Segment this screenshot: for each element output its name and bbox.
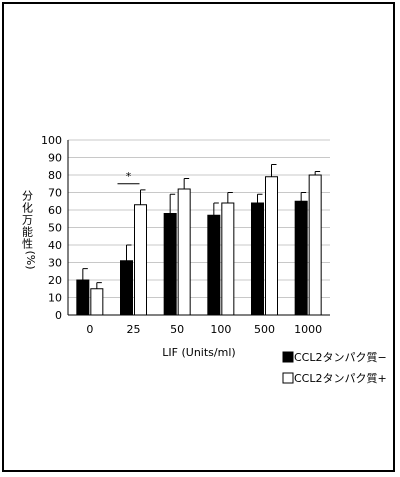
y-tick-label: 20 xyxy=(48,274,62,287)
y-axis-label-unit: (%) xyxy=(24,250,37,269)
y-tick-label: 10 xyxy=(48,292,62,305)
legend-swatch-ccl2-minus xyxy=(282,351,294,363)
bar xyxy=(76,279,90,316)
x-tick-label: 1000 xyxy=(294,323,322,336)
bar xyxy=(163,213,177,316)
y-tick-label: 30 xyxy=(48,257,62,270)
bar xyxy=(120,260,133,316)
legend-label-ccl2-minus: CCL2タンパク質− xyxy=(294,350,387,364)
bar xyxy=(221,202,235,316)
y-tick-label: 60 xyxy=(48,204,62,217)
y-axis-label-text: 分化万能性 xyxy=(21,190,34,250)
bar xyxy=(90,288,104,316)
x-tick-label: 25 xyxy=(127,323,141,336)
bar xyxy=(294,200,308,316)
bar xyxy=(134,204,147,316)
y-tick-label: 80 xyxy=(48,169,62,182)
x-axis-label: LIF (Units/ml) xyxy=(162,346,235,359)
significance-annotation: * xyxy=(117,170,140,185)
bar xyxy=(308,174,322,316)
bar xyxy=(177,188,191,316)
significance-marker: * xyxy=(126,170,132,183)
y-tick-label: 100 xyxy=(41,134,62,147)
legend-label-ccl2-plus: CCL2タンパク質+ xyxy=(294,371,387,385)
bars xyxy=(76,164,322,316)
y-axis-ticks: 0 10 20 30 40 50 60 70 80 90 100 xyxy=(41,134,62,322)
x-tick-label: 50 xyxy=(170,323,184,336)
gridlines xyxy=(68,139,330,298)
x-tick-label: 100 xyxy=(210,323,231,336)
y-axis-label: 分化万能性 (%) xyxy=(21,190,38,270)
y-tick-label: 70 xyxy=(48,187,62,200)
bar xyxy=(265,176,278,316)
y-tick-label: 90 xyxy=(48,152,62,165)
bar xyxy=(207,214,221,316)
y-tick-label: 0 xyxy=(55,309,62,322)
x-tick-label: 500 xyxy=(254,323,275,336)
bar xyxy=(251,202,264,316)
legend-swatch-ccl2-plus xyxy=(282,372,294,384)
figure-frame xyxy=(2,2,395,472)
legend: CCL2タンパク質− CCL2タンパク質+ xyxy=(282,350,387,385)
x-tick-label: 0 xyxy=(86,323,93,336)
y-tick-label: 40 xyxy=(48,239,62,252)
y-tick-label: 50 xyxy=(48,222,62,235)
x-axis-ticks: 0 25 50 100 500 1000 xyxy=(86,323,322,336)
